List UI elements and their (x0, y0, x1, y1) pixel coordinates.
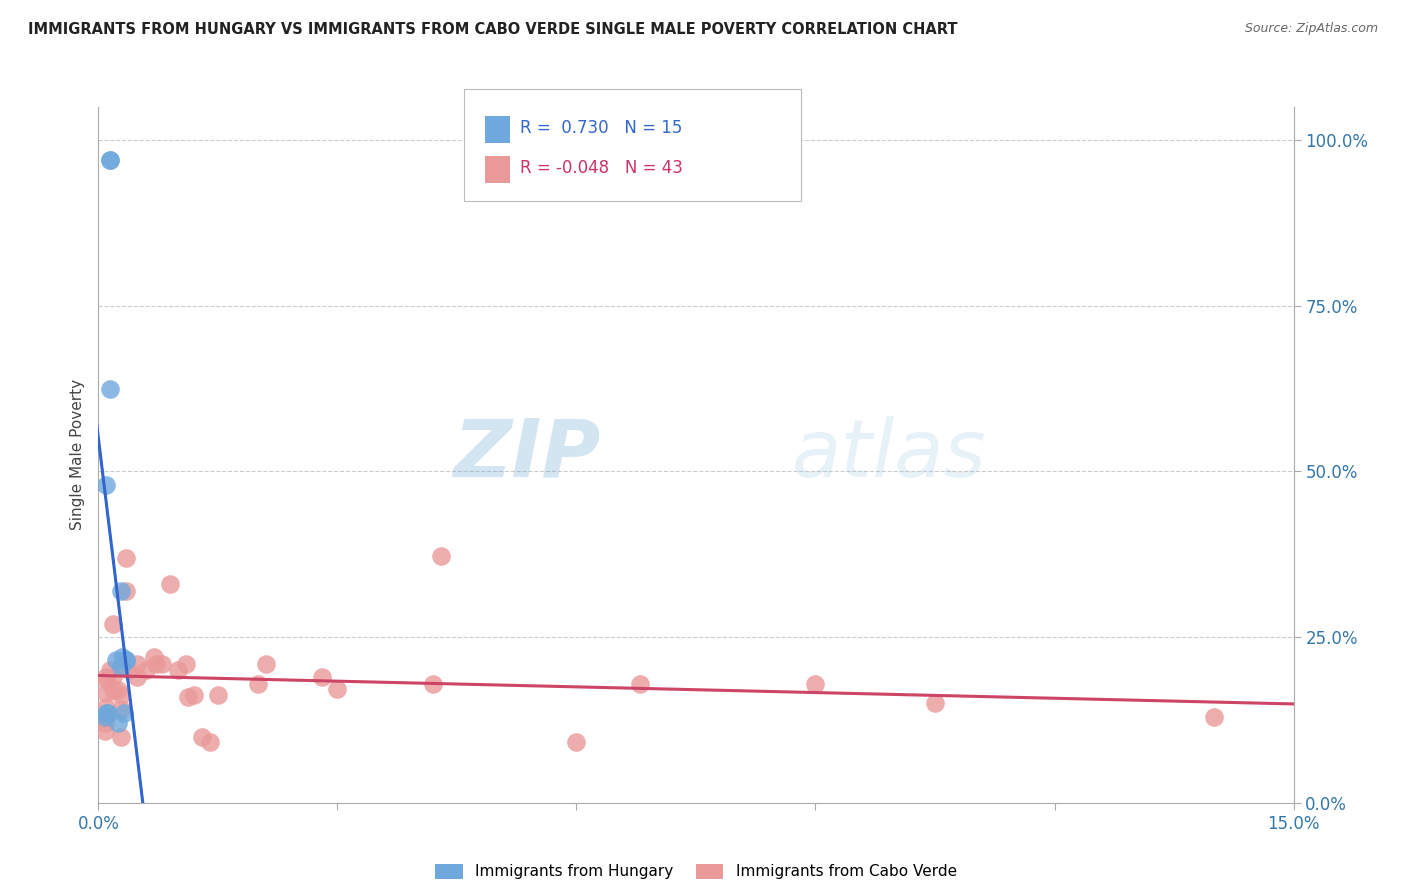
Point (96, 706, 118, 721)
Point (311, 670, 333, 684)
Point (110, 730, 132, 744)
Point (118, 663, 141, 677)
Point (111, 650, 134, 665)
Point (326, 681, 349, 696)
Point (96, 673, 118, 688)
Point (96, 709, 118, 723)
Point (145, 657, 167, 671)
Point (115, 550, 138, 565)
Point (96, 686, 118, 700)
Point (101, 683, 124, 698)
Text: R = -0.048   N = 43: R = -0.048 N = 43 (520, 159, 683, 177)
Text: ZIP: ZIP (453, 416, 600, 494)
Point (174, 657, 197, 671)
Text: Source: ZipAtlas.com: Source: ZipAtlas.com (1244, 22, 1378, 36)
Point (628, 676, 651, 690)
Point (183, 689, 205, 703)
Point (565, 735, 588, 749)
Point (107, 716, 129, 731)
Point (101, 616, 124, 631)
Point (246, 676, 269, 690)
Point (159, 577, 181, 591)
Point (198, 735, 221, 749)
Point (115, 583, 138, 598)
Text: R =  0.730   N = 15: R = 0.730 N = 15 (520, 119, 682, 136)
Point (94, 716, 117, 731)
Text: IMMIGRANTS FROM HUNGARY VS IMMIGRANTS FROM CABO VERDE SINGLE MALE POVERTY CORREL: IMMIGRANTS FROM HUNGARY VS IMMIGRANTS FR… (28, 22, 957, 37)
Point (96, 699, 118, 714)
Point (94, 709, 117, 723)
Point (96, 477, 118, 491)
Point (176, 690, 198, 704)
Point (110, 583, 132, 598)
Point (143, 650, 166, 665)
Point (422, 676, 444, 690)
Point (135, 663, 157, 677)
Point (110, 689, 132, 703)
Point (254, 657, 277, 671)
Point (125, 670, 148, 684)
Point (104, 653, 127, 667)
Point (97, 706, 120, 721)
Point (924, 697, 946, 711)
Point (191, 730, 214, 744)
Point (115, 653, 138, 667)
Point (1202, 709, 1225, 723)
Point (94, 724, 117, 739)
Text: atlas: atlas (792, 416, 987, 494)
Point (804, 676, 827, 690)
Point (150, 657, 173, 671)
Point (100, 382, 122, 396)
Point (96, 670, 118, 684)
Point (430, 549, 453, 564)
Point (110, 660, 132, 674)
Point (167, 663, 190, 677)
Y-axis label: Single Male Poverty: Single Male Poverty (70, 379, 86, 531)
Point (101, 670, 124, 684)
Point (107, 683, 129, 698)
Point (125, 657, 148, 671)
Point (100, 663, 122, 677)
Legend: Immigrants from Hungary, Immigrants from Cabo Verde: Immigrants from Hungary, Immigrants from… (429, 857, 963, 886)
Point (100, 153, 122, 167)
Point (115, 653, 138, 667)
Point (100, 153, 122, 167)
Point (112, 706, 135, 721)
Point (110, 702, 132, 716)
Point (207, 689, 229, 703)
